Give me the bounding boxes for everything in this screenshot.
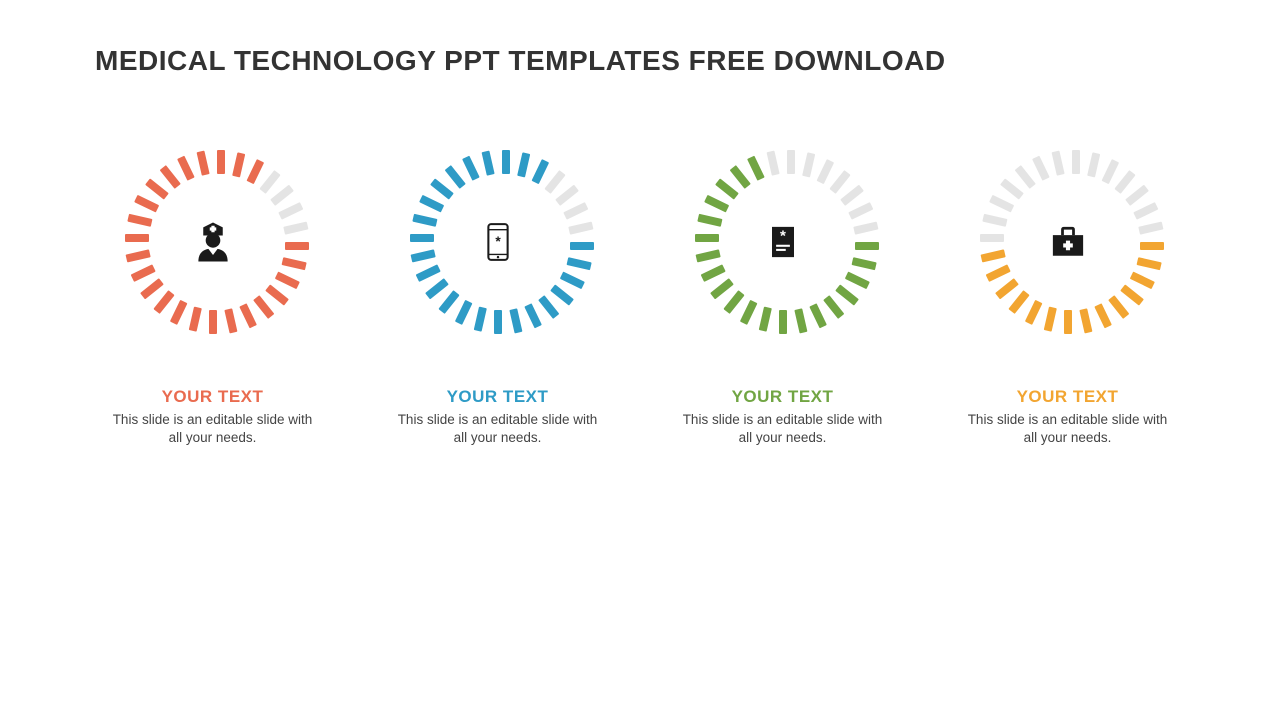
card-desc: This slide is an editable slide with all… — [398, 411, 598, 447]
nurse-icon — [185, 214, 241, 270]
card-desc: This slide is an editable slide with all… — [968, 411, 1168, 447]
dial-wrapper — [118, 147, 308, 337]
card-nurse: YOUR TEXT This slide is an editable slid… — [93, 147, 333, 447]
clipboard-icon: * — [755, 214, 811, 270]
briefcase-icon — [1040, 214, 1096, 270]
slide-title: MEDICAL TECHNOLOGY PPT TEMPLATES FREE DO… — [0, 0, 1280, 77]
svg-text:*: * — [495, 234, 501, 249]
card-briefcase: YOUR TEXT This slide is an editable slid… — [948, 147, 1188, 447]
cards-row: YOUR TEXT This slide is an editable slid… — [0, 77, 1280, 447]
card-desc: This slide is an editable slide with all… — [683, 411, 883, 447]
card-heading: YOUR TEXT — [162, 387, 264, 407]
card-desc: This slide is an editable slide with all… — [113, 411, 313, 447]
svg-text:*: * — [780, 228, 786, 245]
dial-wrapper: * — [403, 147, 593, 337]
dial-wrapper — [973, 147, 1163, 337]
dial-wrapper: * — [688, 147, 878, 337]
card-clipboard: * YOUR TEXT This slide is an editable sl… — [663, 147, 903, 447]
card-heading: YOUR TEXT — [732, 387, 834, 407]
phone-icon: * — [470, 214, 526, 270]
card-heading: YOUR TEXT — [447, 387, 549, 407]
card-phone: * YOUR TEXT This slide is an editable sl… — [378, 147, 618, 447]
card-heading: YOUR TEXT — [1017, 387, 1119, 407]
